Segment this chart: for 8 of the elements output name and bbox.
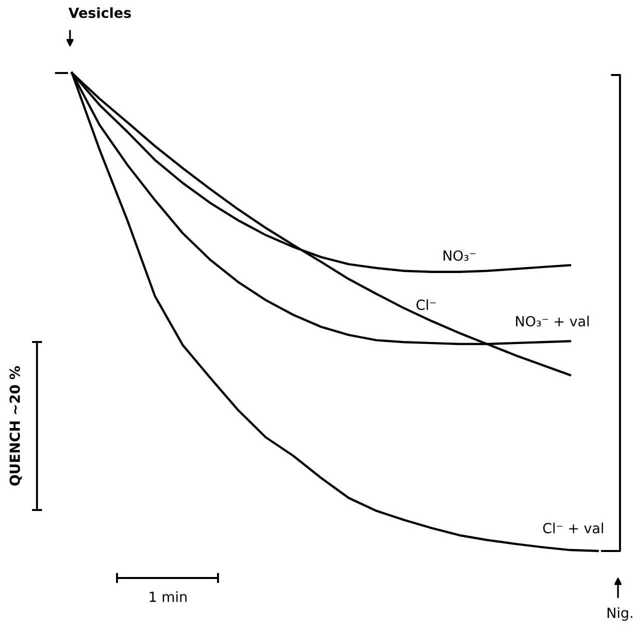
series-label: NO₃⁻ + val: [516, 316, 589, 326]
text: Nig.: [608, 607, 632, 621]
series-label: Cl⁻ + val: [543, 522, 604, 534]
text: 1 min: [150, 591, 187, 602]
series-label: Cl⁻: [416, 299, 436, 310]
text: Vesicles: [68, 7, 131, 18]
text: QUENCH ~20 %: [10, 366, 22, 486]
series-label: NO₃⁻: [444, 250, 476, 261]
